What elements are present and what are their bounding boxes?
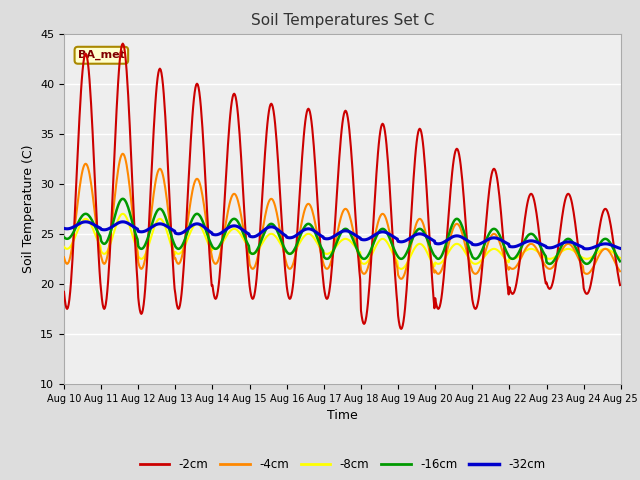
Text: BA_met: BA_met — [78, 50, 125, 60]
Legend: -2cm, -4cm, -8cm, -16cm, -32cm: -2cm, -4cm, -8cm, -16cm, -32cm — [135, 454, 550, 476]
Title: Soil Temperatures Set C: Soil Temperatures Set C — [251, 13, 434, 28]
Y-axis label: Soil Temperature (C): Soil Temperature (C) — [22, 144, 35, 273]
X-axis label: Time: Time — [327, 409, 358, 422]
